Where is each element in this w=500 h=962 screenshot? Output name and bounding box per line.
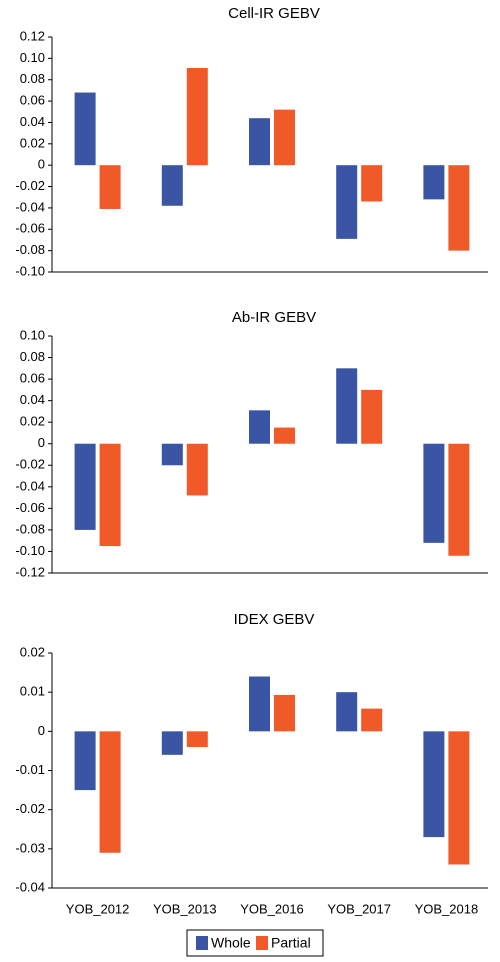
y-tick-label: -0.02 — [15, 457, 45, 472]
legend-label-partial: Partial — [271, 935, 311, 951]
y-tick-label: 0 — [38, 157, 45, 172]
legend-swatch-partial — [256, 936, 268, 950]
y-tick-label: 0.12 — [20, 28, 45, 43]
y-tick-label: -0.02 — [15, 801, 45, 816]
y-tick-label: -0.12 — [15, 564, 45, 579]
bar-whole-yob_2013 — [161, 165, 183, 206]
bar-whole-yob_2012 — [74, 443, 96, 530]
bar-partial-yob_2013 — [186, 443, 208, 496]
y-tick-label: -0.06 — [15, 500, 45, 515]
y-tick-label: 0.10 — [20, 327, 45, 342]
bar-partial-yob_2018 — [448, 443, 470, 556]
bar-partial-yob_2016 — [274, 694, 295, 732]
y-tick-label: -0.02 — [15, 178, 45, 193]
y-tick-label: -0.01 — [15, 762, 45, 777]
panel-title: IDEX GEBV — [234, 611, 315, 628]
legend-label-whole: Whole — [211, 935, 251, 951]
y-tick-label: -0.03 — [15, 840, 45, 855]
y-tick-label: 0.04 — [20, 392, 45, 407]
y-tick-label: -0.04 — [15, 478, 45, 493]
y-tick-label: 0 — [38, 435, 45, 450]
y-tick-label: 0.01 — [20, 684, 45, 699]
y-tick-label: 0.06 — [20, 371, 45, 386]
bar-whole-yob_2016 — [249, 410, 270, 444]
y-tick-label: 0.08 — [20, 349, 45, 364]
bar-whole-yob_2017 — [336, 165, 358, 239]
chart-panel-1: Cell-IR GEBV 0.12 0.10 0.08 0.06 0.04 0.02 0 -0.… — [15, 5, 488, 278]
bar-partial-yob_2013 — [186, 731, 208, 747]
chart-panel-2: Ab-IR GEBV 0.10 0.08 0.06 0.04 0.02 0 -0.02 -0.0… — [15, 309, 488, 579]
bar-partial-yob_2017 — [361, 165, 383, 202]
y-tick-label: 0.04 — [20, 114, 45, 129]
y-tick-label: 0.02 — [20, 414, 45, 429]
y-tick-label: -0.10 — [15, 543, 45, 558]
bar-whole-yob_2016 — [249, 676, 270, 732]
legend-box — [186, 929, 324, 957]
bar-partial-yob_2012 — [99, 443, 121, 547]
bar-whole-yob_2016 — [249, 118, 270, 166]
bar-partial-yob_2018 — [448, 165, 470, 251]
y-tick-label: 0 — [38, 723, 45, 738]
x-tick-label: YOB_2017 — [327, 901, 391, 916]
bar-partial-yob_2013 — [186, 67, 208, 166]
bar-partial-yob_2016 — [274, 109, 295, 166]
legend-swatch-whole — [196, 936, 208, 950]
bar-partial-yob_2012 — [99, 165, 121, 209]
bar-partial-yob_2017 — [361, 389, 383, 444]
bar-whole-yob_2013 — [161, 443, 183, 466]
y-tick-label: 0.02 — [20, 135, 45, 150]
bar-whole-yob_2018 — [423, 731, 445, 838]
x-tick-label: YOB_2016 — [240, 901, 304, 916]
y-tick-label: -0.06 — [15, 221, 45, 236]
y-tick-label: -0.10 — [15, 263, 45, 278]
bar-whole-yob_2017 — [336, 368, 358, 444]
y-tick-label: -0.04 — [15, 199, 45, 214]
bar-whole-yob_2013 — [161, 731, 183, 755]
y-tick-label: -0.08 — [15, 242, 45, 257]
bar-whole-yob_2018 — [423, 165, 445, 200]
y-tick-label: 0.08 — [20, 71, 45, 86]
x-tick-label: YOB_2018 — [415, 901, 479, 916]
bar-partial-yob_2018 — [448, 731, 470, 865]
bar-whole-yob_2012 — [74, 731, 96, 791]
panel-title: Ab-IR GEBV — [232, 309, 316, 326]
bar-partial-yob_2017 — [361, 708, 383, 732]
x-tick-label: YOB_2013 — [153, 901, 217, 916]
y-tick-label: -0.04 — [15, 879, 45, 894]
bar-partial-yob_2012 — [99, 731, 121, 853]
panel-title: Cell-IR GEBV — [228, 5, 320, 22]
y-tick-label: 0.10 — [20, 50, 45, 65]
chart-panel-3: IDEX GEBV 0.02 0.01 0 -0.01 -0.02 -0.03 -0.04 — [15, 611, 488, 894]
y-tick-label: 0.06 — [20, 93, 45, 108]
legend: Whole Partial — [186, 929, 324, 957]
bar-whole-yob_2018 — [423, 443, 445, 543]
bar-whole-yob_2012 — [74, 92, 96, 166]
x-tick-label: YOB_2012 — [66, 901, 130, 916]
bar-partial-yob_2016 — [274, 427, 295, 444]
y-tick-label: 0.02 — [20, 644, 45, 659]
bar-whole-yob_2017 — [336, 692, 358, 732]
y-tick-label: -0.08 — [15, 521, 45, 536]
